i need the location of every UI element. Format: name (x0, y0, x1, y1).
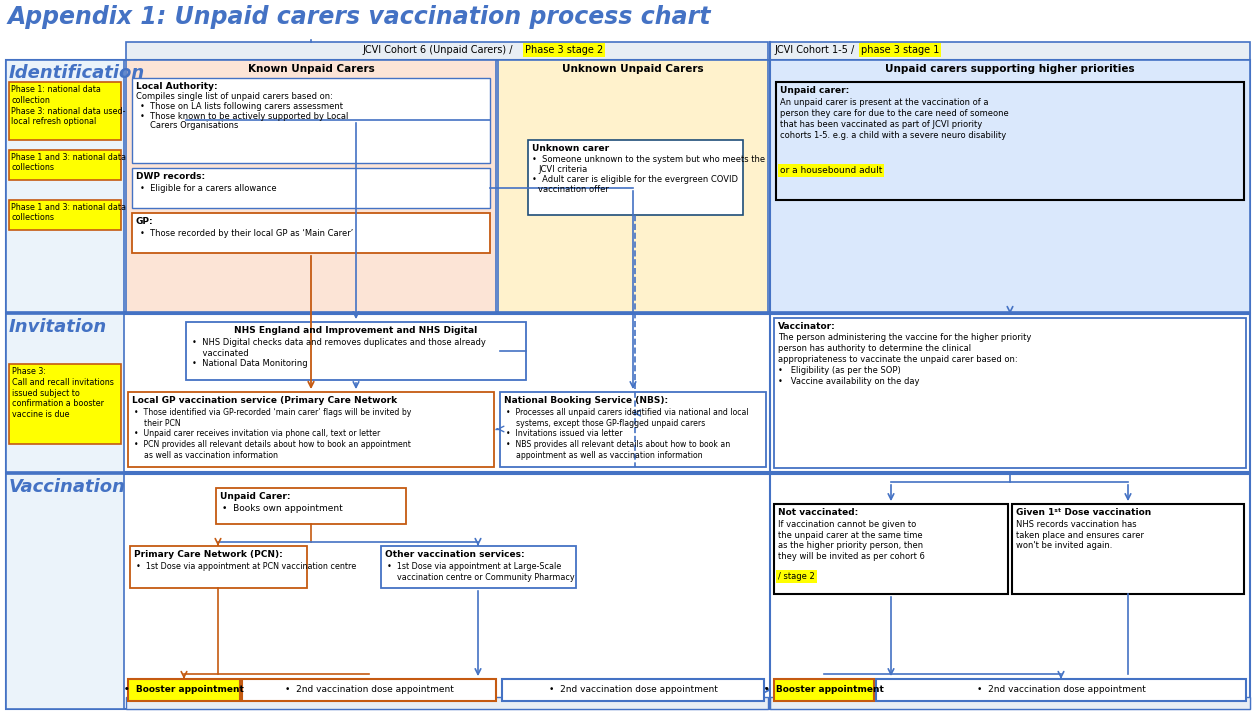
Text: The person administering the vaccine for the higher priority
person has authorit: The person administering the vaccine for… (777, 333, 1031, 386)
Bar (528, 140, 744, 215)
Text: Other vaccination services:: Other vaccination services: (385, 550, 524, 559)
Text: •  2nd vaccination dose appointment: • 2nd vaccination dose appointment (977, 685, 1145, 694)
Text: Unknown Unpaid Carers: Unknown Unpaid Carers (562, 64, 703, 74)
Bar (6, 60, 124, 312)
Bar (9, 200, 120, 230)
Text: Unpaid carer:: Unpaid carer: (780, 86, 849, 95)
Text: •  Booster appointment: • Booster appointment (764, 685, 884, 694)
Text: •  1st Dose via appointment at Large-Scale
    vaccination centre or Community P: • 1st Dose via appointment at Large-Scal… (387, 562, 574, 582)
Bar (125, 697, 767, 709)
Text: If vaccination cannot be given to
the unpaid carer at the same time
as the highe: If vaccination cannot be given to the un… (777, 520, 925, 561)
Text: Carers Organisations: Carers Organisations (150, 121, 238, 130)
Text: NHS England and Improvement and NHS Digital: NHS England and Improvement and NHS Digi… (234, 326, 478, 335)
Text: JCVI Cohort 6 (Unpaid Carers) /: JCVI Cohort 6 (Unpaid Carers) / (362, 45, 519, 55)
Bar (877, 679, 1246, 701)
Text: Local GP vaccination service (Primary Care Network: Local GP vaccination service (Primary Ca… (132, 396, 398, 405)
Text: Known Unpaid Carers: Known Unpaid Carers (247, 64, 375, 74)
Text: Vaccination: Vaccination (9, 478, 125, 496)
Text: GP:: GP: (135, 217, 154, 226)
Text: •  Eligible for a carers allowance: • Eligible for a carers allowance (140, 184, 277, 193)
Text: •  Those recorded by their local GP as ‘Main Carer’: • Those recorded by their local GP as ‘M… (140, 229, 354, 238)
Bar (776, 82, 1244, 200)
Text: •  2nd vaccination dose appointment: • 2nd vaccination dose appointment (285, 685, 454, 694)
Text: / stage 2: / stage 2 (777, 572, 815, 581)
Text: An unpaid carer is present at the vaccination of a
person they care for due to t: An unpaid carer is present at the vaccin… (780, 98, 1008, 140)
Bar (6, 474, 1250, 709)
Bar (498, 60, 767, 312)
Bar (500, 392, 766, 467)
Text: •  Adult carer is eligible for the evergreen COVID: • Adult carer is eligible for the evergr… (532, 175, 739, 184)
Bar (770, 697, 1250, 709)
Bar (125, 42, 767, 60)
Bar (132, 78, 490, 163)
Bar (130, 546, 307, 588)
Text: Unpaid carers supporting higher priorities: Unpaid carers supporting higher prioriti… (885, 64, 1135, 74)
Text: Compiles single list of unpaid carers based on:: Compiles single list of unpaid carers ba… (135, 92, 332, 101)
Text: •  1st Dose via appointment at PCN vaccination centre: • 1st Dose via appointment at PCN vaccin… (135, 562, 356, 571)
Text: •  Processes all unpaid carers identified via national and local
    systems, ex: • Processes all unpaid carers identified… (507, 408, 749, 460)
Bar (186, 322, 525, 380)
Text: Unknown carer: Unknown carer (532, 144, 609, 153)
Bar (132, 213, 490, 253)
Text: Phase 3 stage 2: Phase 3 stage 2 (525, 45, 603, 55)
Text: Identification: Identification (9, 64, 145, 82)
Text: JCVI Cohort 1-5 /: JCVI Cohort 1-5 / (774, 45, 858, 55)
Bar (774, 679, 874, 701)
Bar (132, 168, 490, 208)
Text: JCVI criteria: JCVI criteria (538, 165, 587, 174)
Bar (216, 488, 406, 524)
Text: Invitation: Invitation (9, 318, 108, 336)
Bar (125, 60, 497, 312)
Bar (6, 474, 124, 709)
Text: •  Those known to be actively supported by Local: • Those known to be actively supported b… (140, 112, 349, 121)
Text: Phase 1 and 3: national data
collections: Phase 1 and 3: national data collections (11, 203, 125, 222)
Text: •  Someone unknown to the system but who meets the: • Someone unknown to the system but who … (532, 155, 765, 164)
Text: Phase 1: national data
collection
Phase 3: national data used-
local refresh opt: Phase 1: national data collection Phase … (11, 85, 125, 126)
Text: Vaccinator:: Vaccinator: (777, 322, 835, 331)
Bar (770, 60, 1250, 312)
Text: DWP records:: DWP records: (135, 172, 206, 181)
Text: •  Booster appointment: • Booster appointment (124, 685, 245, 694)
Bar (502, 679, 764, 701)
Text: Given 1ˢᵗ Dose vaccination: Given 1ˢᵗ Dose vaccination (1016, 508, 1151, 517)
Bar (774, 504, 1008, 594)
Text: Unpaid Carer:: Unpaid Carer: (219, 492, 291, 501)
Bar (242, 679, 497, 701)
Bar (128, 679, 240, 701)
Bar (128, 392, 494, 467)
Text: Primary Care Network (PCN):: Primary Care Network (PCN): (134, 550, 282, 559)
Text: Appendix 1: Unpaid carers vaccination process chart: Appendix 1: Unpaid carers vaccination pr… (8, 5, 711, 29)
Bar (9, 150, 120, 180)
Bar (9, 82, 120, 140)
Text: Not vaccinated:: Not vaccinated: (777, 508, 858, 517)
Bar (770, 42, 1250, 60)
Bar (1012, 504, 1244, 594)
Text: •  Books own appointment: • Books own appointment (222, 504, 342, 513)
Text: •  Those identified via GP-recorded ‘main carer’ flags will be invited by
    th: • Those identified via GP-recorded ‘main… (134, 408, 411, 460)
Text: vaccination offer: vaccination offer (538, 185, 609, 194)
Text: NHS records vaccination has
taken place and ensures carer
won't be invited again: NHS records vaccination has taken place … (1016, 520, 1144, 550)
Text: •  Those on LA lists following carers assessment: • Those on LA lists following carers ass… (140, 102, 344, 111)
Bar (9, 364, 120, 444)
Bar (6, 314, 1250, 472)
Text: •  2nd vaccination dose appointment: • 2nd vaccination dose appointment (548, 685, 717, 694)
Text: •  NHS Digital checks data and removes duplicates and those already
    vaccinat: • NHS Digital checks data and removes du… (192, 338, 485, 369)
Text: National Booking Service (NBS):: National Booking Service (NBS): (504, 396, 668, 405)
Text: Phase 3:
Call and recall invitations
issued subject to
confirmation a booster
va: Phase 3: Call and recall invitations iss… (13, 367, 114, 419)
Text: Local Authority:: Local Authority: (135, 82, 218, 91)
Bar (774, 318, 1246, 468)
Text: Phase 1 and 3: national data
collections: Phase 1 and 3: national data collections (11, 153, 125, 173)
Text: phase 3 stage 1: phase 3 stage 1 (861, 45, 939, 55)
Bar (6, 314, 124, 472)
Text: or a housebound adult: or a housebound adult (780, 166, 883, 175)
Bar (381, 546, 576, 588)
Bar (6, 60, 1250, 312)
